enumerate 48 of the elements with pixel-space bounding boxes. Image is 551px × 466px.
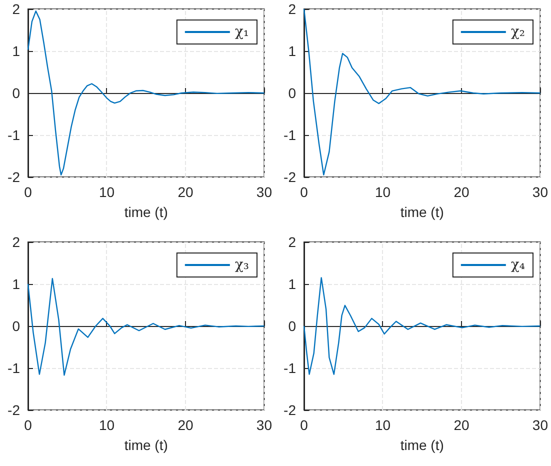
- x-tick-label: 10: [374, 184, 391, 200]
- y-tick-label: -1: [8, 127, 20, 143]
- y-tick-label: -2: [284, 169, 296, 185]
- x-tick-label: 20: [454, 184, 470, 200]
- x-tick-label: 0: [24, 184, 32, 200]
- x-tick-label: 0: [300, 417, 308, 433]
- y-tick-label: 0: [288, 318, 296, 334]
- legend-label: χ₄: [510, 257, 526, 273]
- y-tick-label: 2: [288, 234, 296, 250]
- x-tick-label: 10: [374, 417, 391, 433]
- x-tick-label: 30: [532, 417, 548, 433]
- line-series: [27, 278, 265, 376]
- x-tick-label: 20: [178, 184, 194, 200]
- y-tick-label: 2: [12, 1, 20, 17]
- y-tick-label: -2: [8, 169, 20, 185]
- legend-label: χ₃: [234, 257, 250, 273]
- x-tick-label: 20: [454, 417, 470, 433]
- y-tick-label: -1: [8, 360, 20, 376]
- x-tick-label: 0: [300, 184, 308, 200]
- y-tick-label: 0: [288, 85, 296, 101]
- x-axis-title: time (t): [124, 204, 168, 220]
- y-tick-label: 1: [288, 276, 296, 292]
- y-tick-label: 1: [12, 43, 20, 59]
- x-tick-label: 20: [178, 417, 194, 433]
- x-tick-label: 10: [98, 184, 115, 200]
- x-tick-label: 30: [532, 184, 548, 200]
- x-tick-label: 0: [24, 417, 32, 433]
- x-tick-label: 10: [98, 417, 115, 433]
- line-series: [303, 277, 541, 375]
- x-axis-title: time (t): [124, 437, 168, 453]
- x-tick-label: 30: [256, 417, 272, 433]
- line-series: [27, 10, 265, 176]
- x-tick-label: 30: [256, 184, 272, 200]
- y-tick-label: 1: [288, 43, 296, 59]
- y-tick-label: -1: [284, 360, 296, 376]
- line-series: [303, 8, 541, 176]
- legend-label: χ₁: [234, 24, 250, 40]
- y-tick-label: -2: [284, 402, 296, 418]
- x-axis-title: time (t): [400, 204, 444, 220]
- legend-label: χ₂: [510, 24, 526, 40]
- y-tick-label: -2: [8, 402, 20, 418]
- x-axis-title: time (t): [400, 437, 444, 453]
- y-tick-label: -1: [284, 127, 296, 143]
- y-tick-label: 0: [12, 85, 20, 101]
- y-tick-label: 1: [12, 276, 20, 292]
- y-tick-label: 2: [288, 1, 296, 17]
- y-tick-label: 2: [12, 234, 20, 250]
- y-tick-label: 0: [12, 318, 20, 334]
